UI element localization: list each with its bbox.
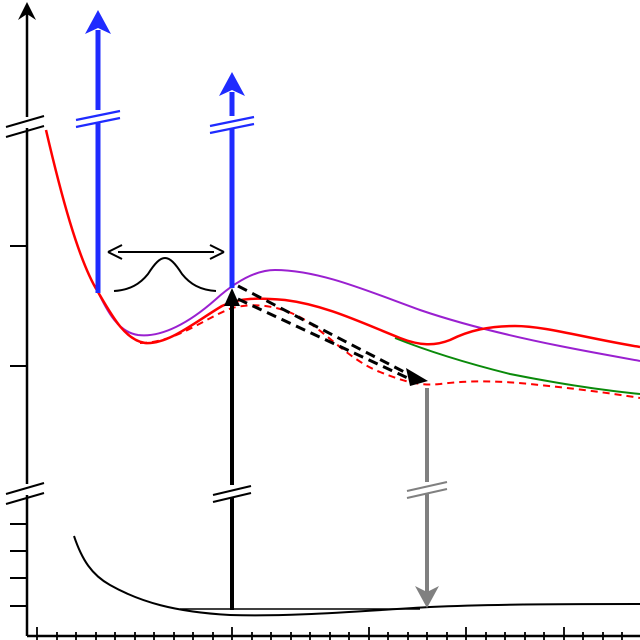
- y-axis-arrowhead-icon: [18, 2, 36, 20]
- red-excited-curve: [44, 129, 640, 349]
- y-axis-ticks: [10, 245, 27, 607]
- x-axis-ticks: [36, 627, 623, 640]
- arrow-down-icon: [415, 586, 439, 608]
- arrow-break-icon: [209, 115, 255, 135]
- double-headed-arrow-icon: [107, 244, 225, 260]
- arrow-up-icon: [85, 10, 111, 34]
- excitation-arrow-2: [209, 72, 255, 288]
- arrow-up-icon: [224, 288, 240, 306]
- emission-arrow: [406, 388, 448, 608]
- arrow-break-icon: [212, 485, 252, 503]
- y-axis-break-icon: [5, 115, 45, 138]
- green-excited-curve: [394, 337, 640, 395]
- dashed-arrow-icon: [237, 284, 413, 382]
- ground-state-curve: [73, 535, 640, 617]
- purple-excited-curve: [97, 268, 640, 362]
- y-axis-break-icon: [5, 482, 45, 505]
- dashed-arrow-head-icon: [406, 368, 428, 386]
- excitation-arrow-1: [75, 10, 121, 293]
- gaussian-peak-icon: [113, 256, 217, 292]
- arrow-break-icon: [406, 481, 448, 499]
- arrow-break-icon: [75, 109, 121, 129]
- vertical-transition-arrow: [212, 288, 252, 610]
- arrow-up-icon: [219, 72, 245, 96]
